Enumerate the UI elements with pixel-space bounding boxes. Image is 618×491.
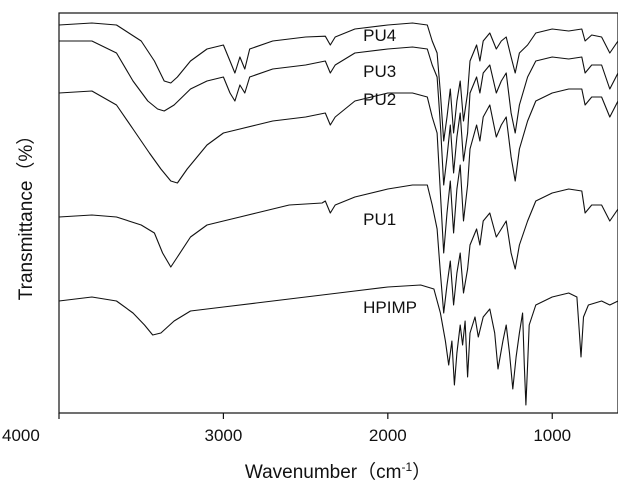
series-label-pu1: PU1 [363,210,396,229]
x-tick-label: 4000 [2,426,40,445]
series-line-pu2 [58,88,618,254]
series-line-pu4 [58,22,618,142]
series-label-pu3: PU3 [363,62,396,81]
x-tick-label: 1000 [533,426,571,445]
series-line-pu1 [58,184,618,314]
series-label-pu2: PU2 [363,90,396,109]
x-axis-ticks: 4000 3000 2000 1000 [2,413,571,445]
y-axis-label: Transmittance（%） [15,126,37,301]
x-tick-label: 2000 [369,426,407,445]
plot-frame [58,12,618,414]
series-line-hpimp [58,284,618,406]
series-label-pu4: PU4 [363,26,396,45]
x-axis-label-close: ） [412,461,431,483]
series-line-pu3 [59,40,618,186]
series-label-hpimp: HPIMP [363,298,417,317]
x-axis-label-sup: -1 [401,460,412,474]
x-axis-label: Wavenumber（cm-1） [245,460,431,483]
x-axis-label-main: Wavenumber（cm [245,461,402,483]
x-tick-label: 3000 [204,426,242,445]
series-group [58,22,618,406]
series-labels: PU4 PU3 PU2 PU1 HPIMP [363,26,417,317]
